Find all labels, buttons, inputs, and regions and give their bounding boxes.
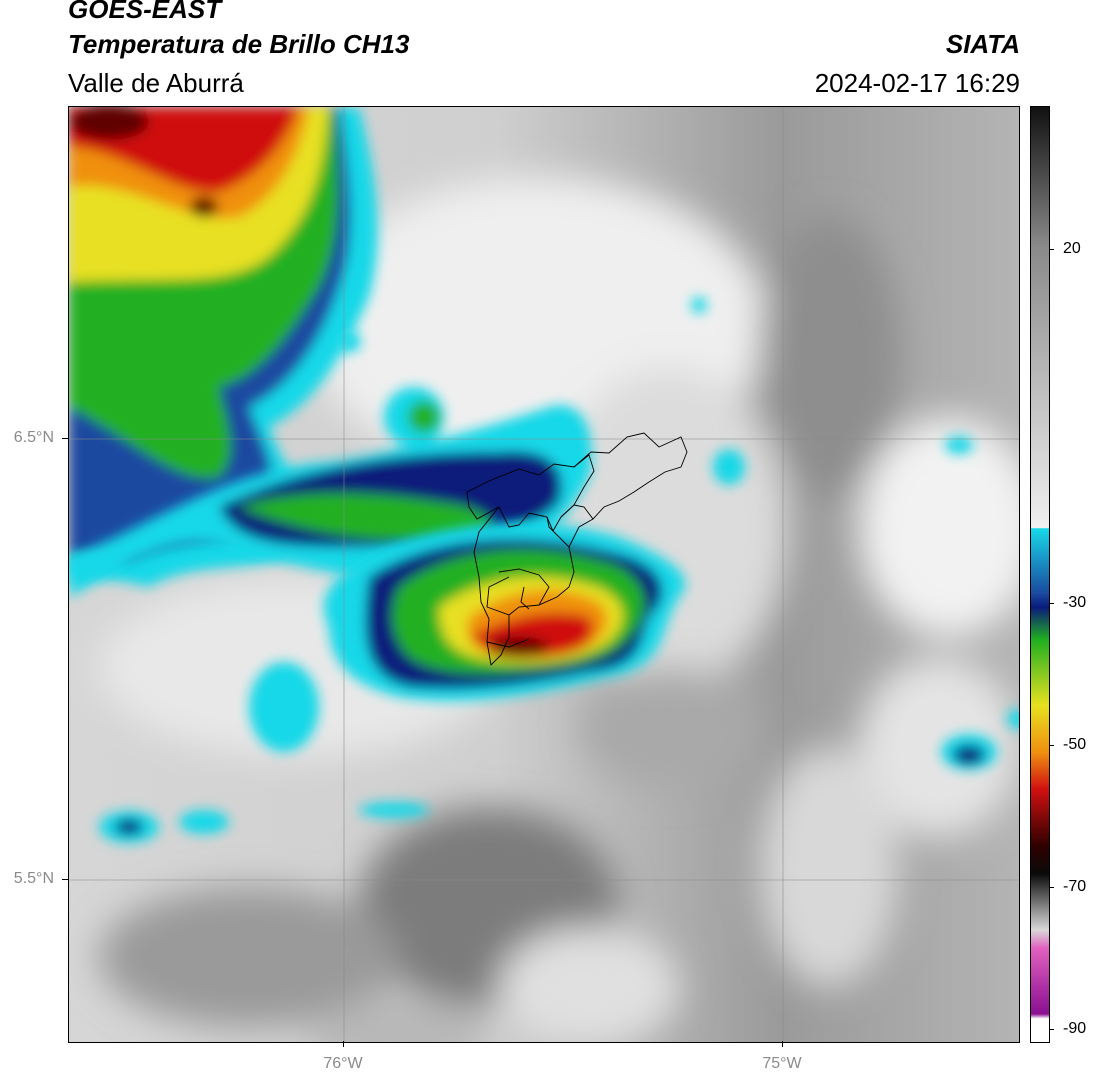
lon-tick xyxy=(782,1041,783,1047)
map-imagery xyxy=(69,107,1019,1042)
organization-label: SIATA xyxy=(945,29,1020,59)
region-subtitle: Valle de Aburrá xyxy=(68,68,244,98)
colorbar xyxy=(1030,106,1050,1043)
colorbar-tick xyxy=(1049,249,1054,250)
lat-label-north: 6.5°N xyxy=(13,429,54,446)
colorbar-label-minus50: -50 xyxy=(1063,736,1087,753)
colorbar-label-minus90: -90 xyxy=(1063,1020,1087,1037)
timestamp-label: 2024-02-17 16:29 xyxy=(814,68,1020,98)
colorbar-label-minus30: -30 xyxy=(1063,594,1087,611)
product-title: Temperatura de Brillo CH13 xyxy=(68,29,410,59)
satellite-title: GOES-EAST xyxy=(68,0,222,24)
colorbar-tick xyxy=(1049,887,1054,888)
colorbar-tick xyxy=(1049,1029,1054,1030)
colorbar-gradient xyxy=(1031,107,1049,1042)
colorbar-label-20: 20 xyxy=(1063,240,1081,257)
lat-label-south: 5.5°N xyxy=(13,870,54,887)
colorbar-tick xyxy=(1049,745,1054,746)
colorbar-tick xyxy=(1049,603,1054,604)
colorbar-label-minus70: -70 xyxy=(1063,878,1087,895)
lat-tick xyxy=(62,879,68,880)
satellite-map xyxy=(68,106,1020,1043)
lon-tick xyxy=(343,1041,344,1047)
lon-label-west: 76°W xyxy=(323,1055,363,1072)
lat-tick xyxy=(62,438,68,439)
lon-label-east: 75°W xyxy=(762,1055,802,1072)
